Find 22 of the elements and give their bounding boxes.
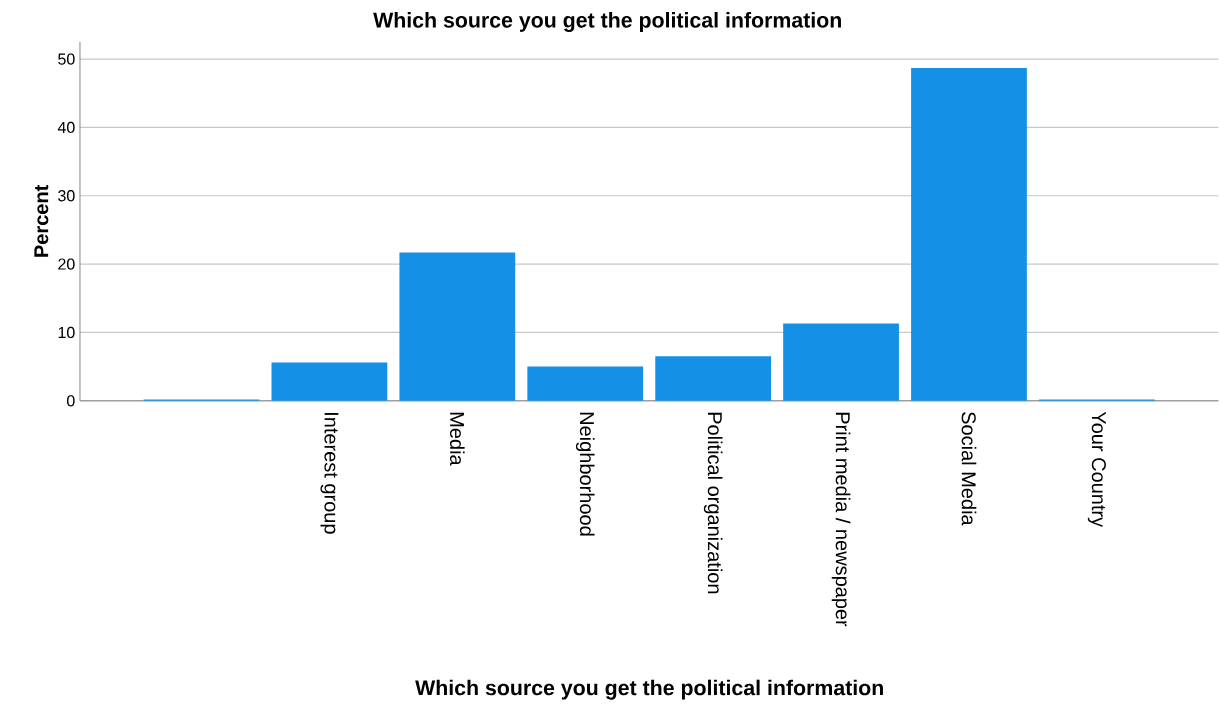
x-tick-label: Print media / newspaper: [831, 412, 851, 627]
y-tick-label: 50: [58, 53, 75, 65]
x-tick-label: Media: [449, 412, 465, 466]
x-tick-label: Political organization: [703, 412, 723, 594]
y-tick-label: 0: [66, 395, 75, 407]
y-tick-label: 40: [57, 121, 75, 134]
x-tick-label: Neighborhood: [575, 412, 595, 536]
y-tick-label: 20: [58, 258, 75, 270]
x-axis-title: Which source you get the political information: [415, 679, 883, 700]
y-tick-label: 30: [58, 190, 75, 202]
bar: [911, 67, 1027, 401]
chart-title: Which source you get the political information: [373, 11, 841, 32]
x-tick-label: Your Country: [1087, 411, 1106, 528]
bar: [527, 366, 644, 401]
bar: [271, 362, 388, 401]
bar: [399, 252, 516, 401]
bar: [783, 323, 899, 401]
x-tick-label: Social Media: [961, 412, 977, 526]
y-tick-label: 10: [58, 326, 75, 339]
x-tick-label: Interest group: [320, 413, 339, 534]
y-axis-title: Percent: [34, 184, 49, 257]
bar: [655, 356, 772, 401]
